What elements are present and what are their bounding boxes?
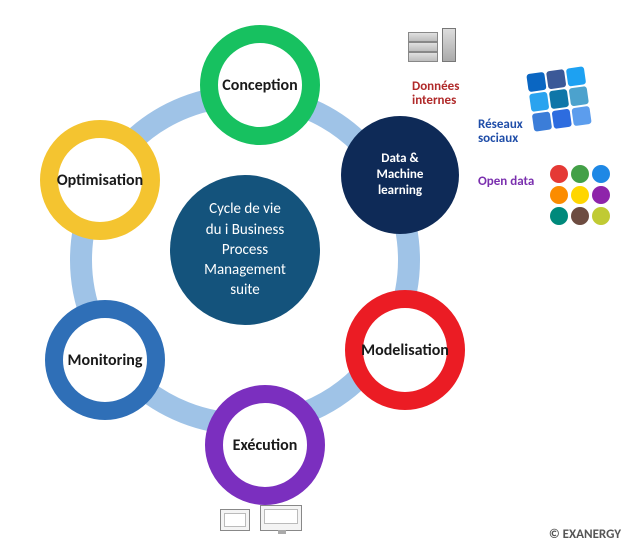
diagram-canvas: { "type": "infographic", "background_col… xyxy=(0,0,627,546)
server-icon xyxy=(408,28,456,62)
label-open-data: Open data xyxy=(478,175,534,189)
node-label: Optimisation xyxy=(57,171,143,190)
node-execution: Exécution xyxy=(205,385,325,505)
node-optimisation: Optimisation xyxy=(40,120,160,240)
label-reseaux-sociaux: Réseauxsociaux xyxy=(478,118,523,147)
label-donnees-internes: Donnéesinternes xyxy=(412,80,459,109)
center-text: Cycle de viedu i BusinessProcessManageme… xyxy=(204,199,286,300)
node-label: Modelisation xyxy=(361,341,449,360)
copyright: © EXANERGY xyxy=(549,527,621,542)
node-conception: Conception xyxy=(200,25,320,145)
center-circle: Cycle de viedu i BusinessProcessManageme… xyxy=(170,175,320,325)
node-data-ml: Data &Machinelearning xyxy=(341,116,459,234)
node-label: Exécution xyxy=(233,436,298,455)
node-monitoring: Monitoring xyxy=(45,300,165,420)
node-modelisation: Modelisation xyxy=(345,290,465,410)
node-label: Monitoring xyxy=(68,351,143,370)
open-data-icons xyxy=(550,165,610,225)
social-icons xyxy=(526,66,592,132)
node-label: Conception xyxy=(222,76,297,95)
monitor-icon xyxy=(260,505,302,531)
tablet-icon xyxy=(220,509,250,531)
